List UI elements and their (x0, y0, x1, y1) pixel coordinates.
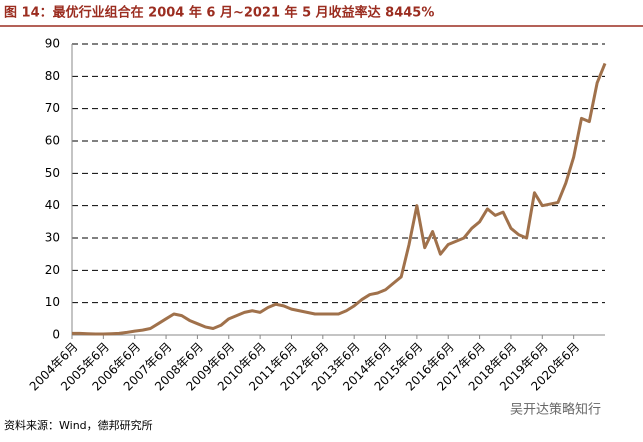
y-tick-label: 50 (45, 166, 60, 180)
chart-title: 图 14：最优行业组合在 2004 年 6 月~2021 年 5 月收益率达 8… (4, 5, 434, 21)
y-tick-label: 80 (45, 69, 60, 83)
y-tick-label: 30 (45, 231, 60, 245)
y-tick-label: 20 (45, 263, 60, 277)
y-tick-label: 70 (45, 101, 60, 115)
y-tick-label: 40 (45, 198, 60, 212)
series-line (72, 62, 607, 336)
watermark: 吴开达策略知行 (510, 402, 601, 418)
source: 资料来源：Wind，德邦研究所 (4, 418, 153, 432)
y-tick-label: 90 (45, 37, 60, 51)
y-tick-label: 60 (45, 134, 60, 148)
y-tick-label: 0 (52, 328, 60, 342)
y-tick-label: 10 (45, 295, 60, 309)
